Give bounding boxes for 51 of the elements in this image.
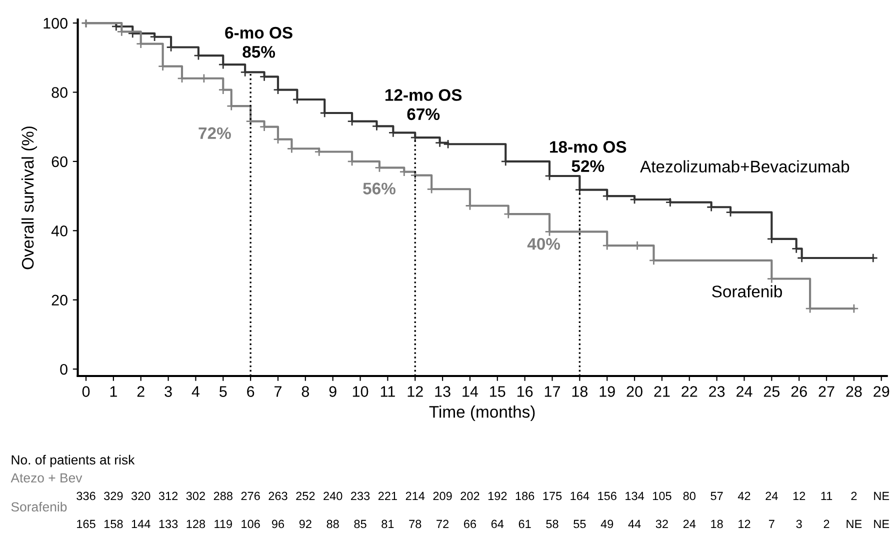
x-tick-label: 18 [572,386,588,397]
y-tick-label: 0 [60,364,68,375]
text: Atezo + Bev [10,473,82,483]
x-tick-label: 8 [302,386,309,397]
annotation: 12-mo OS 67% [386,89,462,120]
x-tick-label: 24 [736,386,752,397]
x-tick-label: 7 [274,386,282,397]
x-tick-label: 10 [352,386,368,397]
series-label: Sorafenib [712,285,782,298]
x-tick-label: 2 [137,386,144,397]
x-tick-label: 23 [709,386,725,397]
annotation: 18-mo OS 52% [550,141,626,172]
y-axis-title: Overall survival (%) [21,126,38,270]
annotation: 56% [363,182,396,194]
x-tick-label: 0 [82,386,90,397]
x-tick-label: 27 [818,386,834,397]
x-tick-label: 28 [846,386,862,397]
series-label: Atezolizumab+Bevacizumab [640,160,850,172]
x-tick-label: 6 [247,386,254,397]
x-tick-label: 26 [791,386,807,397]
x-tick-label: 14 [462,386,478,397]
x-tick-label: 11 [380,386,395,397]
x-tick-label: 21 [654,386,670,397]
x-tick-label: 9 [329,386,336,397]
x-tick-label: 29 [874,386,890,397]
y-tick-label: 20 [52,294,68,306]
annotation: 40% [527,238,560,250]
x-tick-label: 25 [764,386,780,397]
x-tick-label: 12 [408,386,423,397]
y-tick-label: 100 [44,18,68,29]
x-tick-label: 20 [626,386,642,397]
x-tick-label: 4 [192,386,200,397]
text: 165 158 144 133 128 119 106 96 92 88 85 81 78 72 66 64 61 58 55 49 44 32 24 18 12 7 3 2 NE NE [77,520,890,528]
x-tick-label: 1 [110,386,117,397]
x-tick-label: 16 [517,386,533,397]
y-tick-label: 40 [51,226,68,236]
x-tick-label: 3 [164,386,172,397]
x-axis-title: Time (months) [429,406,535,422]
x-tick-label: 19 [600,386,615,397]
x-tick-label: 22 [682,386,698,397]
x-tick-label: 15 [490,386,506,397]
x-tick-label: 5 [220,386,227,397]
annotation: 72% [198,127,231,140]
text: Sorafenib [11,502,67,512]
y-tick-label: 80 [52,87,68,98]
text: No. of patients at risk [12,454,135,468]
annotation: 6-mo OS 85% [225,26,292,58]
text: 336 329 320 312 302 288 276 263 252 240 233 221 214 209 202 192 186 175 164 156 134 105 80 57 42 24 12 11 2 NE [76,492,890,500]
x-tick-label: 17 [544,386,560,397]
x-tick-label: 13 [435,386,450,397]
y-tick-label: 60 [52,156,68,168]
